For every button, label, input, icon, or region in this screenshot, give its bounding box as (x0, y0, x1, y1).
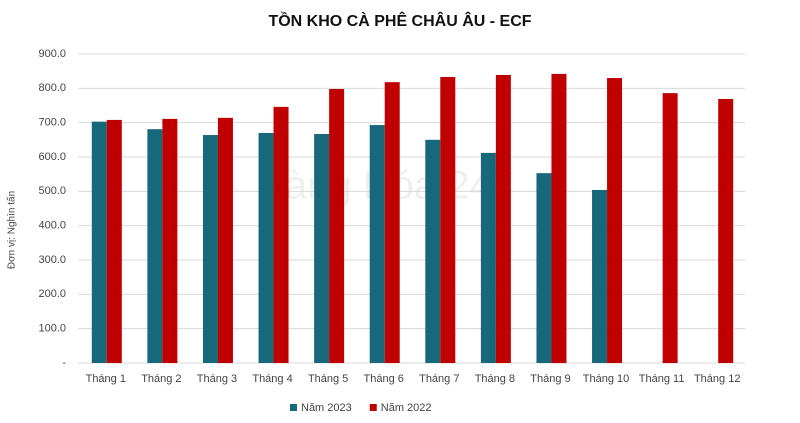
bar (258, 132, 274, 363)
legend-label: Năm 2023 (301, 402, 352, 414)
x-tick-label: Tháng 10 (583, 373, 629, 385)
y-tick-label: 500.0 (38, 185, 66, 197)
y-tick-label: 200.0 (38, 288, 66, 300)
bar (425, 139, 441, 363)
bar (91, 121, 107, 364)
bar (384, 82, 400, 364)
y-tick-label: 300.0 (38, 254, 66, 266)
bar (162, 118, 178, 363)
x-tick-label: Tháng 5 (308, 373, 348, 385)
y-tick-label: 100.0 (38, 323, 66, 335)
bar (480, 152, 496, 363)
x-tick-label: Tháng 2 (141, 373, 181, 385)
bar (551, 73, 567, 363)
bar (147, 129, 163, 363)
x-tick-label: Tháng 6 (364, 373, 404, 385)
bar (592, 189, 608, 363)
bar (440, 77, 456, 364)
y-tick-label: 400.0 (38, 220, 66, 232)
x-tick-label: Tháng 4 (252, 373, 292, 385)
y-tick-label: 800.0 (38, 82, 66, 94)
bar (217, 117, 233, 363)
y-tick-label: 900.0 (38, 48, 66, 60)
y-tick-label: - (62, 357, 66, 369)
x-tick-label: Tháng 8 (475, 373, 515, 385)
bar (536, 173, 552, 363)
legend-swatch (290, 404, 297, 411)
legend-swatch (369, 404, 377, 411)
bar (662, 93, 678, 363)
x-tick-label: Tháng 11 (639, 373, 685, 385)
y-axis-label: Đơn vị: Nghìn tấn (6, 191, 18, 269)
y-tick-label: 700.0 (38, 117, 66, 129)
bar (718, 98, 734, 363)
x-tick-label: Tháng 3 (197, 373, 237, 385)
bar (106, 119, 122, 363)
bar (202, 135, 218, 363)
bar (607, 78, 623, 364)
y-tick-label: 600.0 (38, 151, 66, 163)
bar (495, 74, 511, 364)
x-tick-label: Tháng 12 (694, 373, 740, 385)
bar (329, 89, 345, 364)
bar (314, 133, 330, 363)
bar (369, 125, 385, 363)
legend-label: Năm 2022 (381, 402, 432, 414)
chart-title: TỒN KHO CÀ PHÊ CHÂU ÂU - ECF (268, 11, 531, 30)
x-tick-label: Tháng 9 (530, 373, 570, 385)
x-tick-label: Tháng 7 (419, 373, 459, 385)
x-tick-label: Tháng 1 (86, 373, 126, 385)
bar (273, 106, 289, 363)
